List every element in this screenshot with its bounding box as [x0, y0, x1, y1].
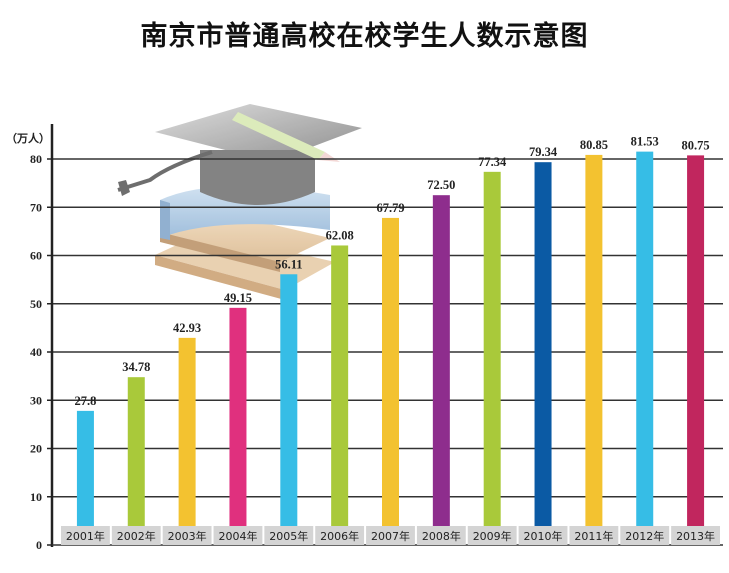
x-tick-label: 2005年: [269, 529, 308, 543]
y-tick-label: 10: [30, 490, 42, 504]
data-label: 49.15: [224, 291, 252, 305]
y-tick-label: 20: [30, 442, 42, 456]
category-label-box: [671, 526, 720, 545]
data-label: 79.34: [529, 145, 558, 159]
category-label-box: [620, 526, 670, 545]
data-label: 67.79: [376, 201, 404, 215]
category-label-box: [366, 526, 415, 545]
x-tick-label: 2010年: [524, 529, 563, 543]
x-tick-label: 2004年: [218, 529, 257, 543]
bar: [687, 155, 705, 545]
y-tick-label: 70: [30, 200, 42, 214]
labels: 0 10 20 30 40 50 60 70 80 （万人） 27.8 2001年 34.78 2002年…: [6, 131, 715, 552]
x-tick-label: 2008年: [422, 529, 461, 543]
bar: [636, 151, 654, 546]
y-tick-label: 50: [30, 297, 42, 311]
category-label-box: [162, 526, 212, 545]
x-tick-label: 2006年: [320, 529, 359, 543]
chart-title: 南京市普通高校在校学生人数示意图: [140, 21, 589, 52]
bar: [331, 245, 349, 546]
x-tick-label: 2012年: [625, 529, 664, 543]
category-label-box: [213, 526, 263, 545]
data-label: 80.75: [682, 138, 710, 152]
bar: [432, 195, 450, 545]
data-label: 62.08: [326, 228, 354, 242]
data-label: 77.34: [478, 155, 507, 169]
bar: [76, 410, 94, 545]
x-tick-label: 2011年: [574, 529, 613, 543]
bar: [585, 154, 603, 545]
bar: [483, 171, 501, 545]
bar: [127, 377, 145, 545]
graduation-cap-books-icon: [117, 104, 362, 300]
category-label-box: [264, 526, 314, 545]
data-label: 72.50: [427, 178, 455, 192]
data-label: 56.11: [275, 257, 302, 271]
category-label-box: [518, 526, 568, 545]
x-tick-label: 2007年: [371, 529, 410, 543]
y-tick-label: 0: [36, 538, 42, 552]
category-label-box: [416, 526, 466, 545]
bars: [76, 151, 705, 546]
category-label-box: [467, 526, 517, 545]
category-label-box: [111, 526, 161, 545]
category-label-box: [569, 526, 619, 545]
category-label-box: [315, 526, 365, 545]
y-axis-unit-label: （万人）: [6, 131, 50, 145]
y-tick-label: 80: [30, 152, 42, 166]
bar: [280, 274, 298, 545]
data-label: 27.8: [74, 394, 96, 408]
axes: [47, 124, 723, 547]
x-tick-label: 2009年: [473, 529, 512, 543]
data-label: 81.53: [631, 135, 659, 149]
y-tick-label: 30: [30, 393, 42, 407]
bar: [382, 217, 399, 545]
category-label-box: [61, 526, 110, 545]
bar: [534, 162, 552, 545]
data-label: 34.78: [122, 360, 150, 374]
x-tick-label: 2002年: [117, 529, 156, 543]
x-tick-label: 2003年: [168, 529, 207, 543]
x-tick-label: 2001年: [66, 529, 105, 543]
bar: [178, 337, 196, 545]
data-label: 42.93: [173, 321, 201, 335]
y-tick-label: 40: [30, 345, 42, 359]
data-label: 80.85: [580, 138, 608, 152]
x-tick-label: 2013年: [676, 529, 715, 543]
y-tick-label: 60: [30, 249, 42, 263]
bar: [229, 307, 247, 545]
